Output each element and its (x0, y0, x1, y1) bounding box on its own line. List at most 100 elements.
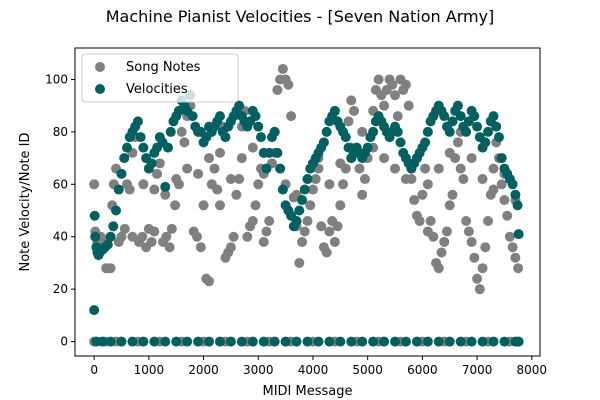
data-point (291, 216, 302, 226)
data-point (146, 158, 157, 169)
data-point (137, 231, 148, 242)
x-tick-label: 8000 (517, 363, 548, 377)
data-point (324, 179, 335, 190)
plot-area (74, 47, 541, 357)
data-point (510, 189, 521, 200)
data-point (225, 242, 236, 253)
data-point (499, 195, 510, 206)
data-point (269, 126, 280, 137)
data-point (149, 184, 160, 195)
data-point (234, 174, 245, 185)
data-point (204, 336, 215, 347)
data-point (105, 263, 116, 274)
data-point (105, 336, 116, 347)
data-point (89, 179, 100, 190)
data-point (502, 210, 513, 221)
data-point (491, 121, 502, 132)
data-point (247, 336, 258, 347)
data-point (444, 126, 455, 137)
data-point (225, 336, 236, 347)
data-point (513, 336, 524, 347)
data-point (138, 142, 149, 153)
data-point (387, 79, 398, 90)
data-point (444, 336, 455, 347)
data-point (250, 200, 261, 211)
x-tick-label: 2000 (188, 363, 219, 377)
y-tick-label: 60 (53, 177, 68, 191)
data-point (340, 132, 351, 143)
data-point (420, 137, 431, 148)
data-point (89, 305, 100, 316)
series-song-notes (89, 63, 524, 347)
data-point (357, 336, 368, 347)
data-point (214, 111, 225, 122)
data-point (442, 226, 452, 237)
data-point (176, 126, 187, 137)
data-point (390, 90, 401, 101)
data-point (455, 336, 466, 347)
data-point (461, 126, 472, 137)
data-point (324, 336, 335, 347)
data-point (343, 116, 354, 127)
data-point (164, 242, 175, 253)
x-tick-label: 0 (90, 363, 98, 377)
data-point (166, 223, 177, 234)
data-point (493, 132, 504, 143)
data-point (146, 236, 157, 247)
data-point (220, 132, 231, 143)
legend: Song Notes Velocities (81, 53, 239, 103)
data-point (379, 336, 390, 347)
data-point (359, 174, 370, 185)
data-point (264, 147, 275, 158)
data-point (488, 111, 499, 122)
data-point (272, 147, 283, 158)
data-point (409, 195, 420, 206)
data-point (477, 174, 488, 185)
data-point (504, 231, 515, 242)
data-point (335, 336, 346, 347)
data-point (329, 105, 340, 116)
data-point (191, 231, 202, 242)
data-point (152, 168, 163, 179)
data-point (433, 336, 444, 347)
y-axis-ticks: 0 20 40 60 80 100 (45, 72, 75, 349)
x-tick-label: 6000 (407, 363, 438, 377)
data-point (483, 216, 494, 226)
data-point (204, 276, 215, 287)
data-point (116, 336, 127, 347)
data-point (225, 174, 236, 185)
data-point (182, 336, 193, 347)
data-point (89, 210, 100, 221)
data-point (236, 153, 247, 164)
data-point (499, 336, 510, 347)
data-point (472, 121, 483, 132)
x-tick-label: 7000 (462, 363, 493, 377)
data-point (294, 257, 305, 268)
data-point (477, 336, 488, 347)
data-point (373, 74, 384, 85)
data-point (488, 163, 499, 174)
data-point (439, 111, 450, 122)
data-point (121, 142, 132, 153)
data-point (316, 221, 327, 232)
data-point (452, 100, 463, 111)
data-point (400, 336, 411, 347)
data-point (170, 200, 181, 211)
data-point (231, 189, 242, 200)
data-point (193, 168, 204, 179)
data-point (135, 132, 146, 143)
data-point (261, 163, 272, 174)
data-point (182, 163, 193, 174)
plot-frame (74, 47, 541, 357)
data-point (277, 63, 288, 74)
data-point (193, 336, 204, 347)
data-point (474, 284, 485, 295)
x-tick-label: 4000 (298, 363, 329, 377)
data-point (417, 189, 428, 200)
data-point (127, 336, 138, 347)
y-axis-label: Note Velocity/Note ID (18, 132, 33, 271)
data-point (390, 163, 401, 174)
data-point (283, 79, 294, 90)
data-point (236, 336, 247, 347)
